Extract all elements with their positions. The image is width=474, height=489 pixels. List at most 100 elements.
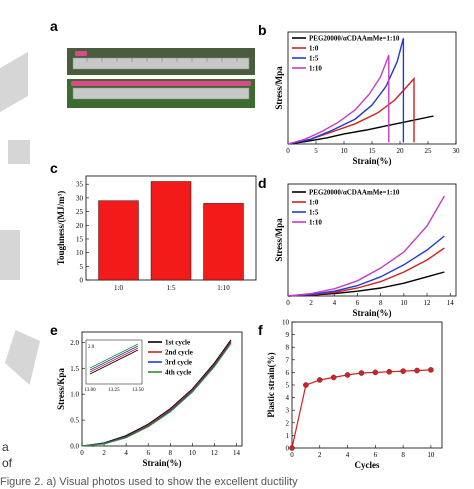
x-tick-label: 6 [146,449,150,457]
inset-line-1 [89,347,139,373]
ruler-bottom [72,87,250,100]
margin-text-2: of [2,456,13,470]
series-line-3 [287,195,446,297]
x-tick-label: 2 [309,299,313,307]
data-point [372,369,379,376]
legend-entry-0: PEG20000/αCDAAmMe=1:10 [309,189,400,197]
figure-caption: Figure 2. a) Visual photos used to show … [0,476,298,488]
data-point [386,368,393,375]
x-tick-label: 1:10 [217,284,230,292]
sample-strip-short [75,51,87,56]
x-axis-label: Strain(%) [143,458,182,468]
x-tick-label: 8 [401,451,405,459]
x-tick-label: 12 [424,299,432,307]
panel-label-d: d [258,175,267,191]
series-line-3 [81,343,232,447]
ruler-photos [67,48,255,108]
y-tick-label: 30 [76,194,84,202]
data-point [344,372,351,378]
legend-entry-3: 1:10 [309,219,322,227]
legend-entry-1: 1:0 [309,199,319,207]
panel-label-a: a [50,18,58,34]
y-tick-label: 9 [286,331,290,339]
bar-1:5 [150,181,192,281]
y-tick-label: 3 [286,407,290,415]
plot-frame [287,183,457,297]
y-tick-label: 5 [80,263,84,271]
margin-text-1: a [2,440,9,454]
scan-artifact-left [0,230,20,280]
chart-f: 0 2 4 6 8 10 0 1 2 3 4 5 6 7 8 9 10 Cycles Plastic strain(… [266,319,443,470]
data-point [400,368,406,374]
y-tick-label: 10 [76,249,84,257]
legend-entry-2: 1:5 [309,209,319,217]
y-tick-label: 1.0 [70,391,79,399]
legend-entry-2: 3rd cycle [165,359,192,367]
chart-c: 0 5 10 15 20 25 30 35 1:0 1:5 1:10 Toughness/(MJ/m³… [56,175,257,292]
series-line-3 [287,55,390,145]
x-tick-label: 0 [80,449,84,457]
ruler-top-ticks [86,58,238,62]
data-point [358,370,365,376]
x-tick-label: 6 [374,451,378,459]
legend-entry-3: 1:10 [309,65,322,73]
data-point [289,445,295,451]
series-line-2 [287,235,445,297]
y-axis-label: Stress/Kpa [56,368,66,410]
y-tick-label: 15 [76,235,84,243]
plot-frame [291,321,443,449]
y-tick-label: 1 [286,432,290,440]
y-tick-label: 1.5 [70,365,79,373]
x-tick-label: 25 [425,147,433,155]
ruler-top [72,57,250,70]
x-tick-label: 8 [379,299,383,307]
x-axis-label: Strain(%) [353,308,392,318]
x-tick-label: 0 [290,451,294,459]
x-tick-label: 10 [427,451,435,459]
y-tick-label: 5 [286,382,290,390]
inset-line-2 [89,345,139,371]
y-tick-label: 10 [282,319,290,327]
panel-label-b: b [258,22,267,38]
x-tick-label: 30 [453,147,461,155]
inset-x-tick-label: 13.50 [132,388,144,393]
chart-e: 0 2 4 6 8 10 12 14 0.0 0.5 1.0 1.5 2.0 Strain(%) Stres… [56,331,243,468]
panel-label-f: f [258,322,263,338]
y-axis-label: Toughness/(MJ/m³) [56,191,66,265]
y-tick-label: 0.5 [70,417,79,425]
x-tick-label: 1:5 [167,284,176,292]
x-tick-label: 14 [233,449,241,457]
x-tick-label: 2 [318,451,322,459]
x-tick-label: 20 [397,147,405,155]
x-tick-label: 1:0 [114,284,123,292]
legend-entry-2: 1:5 [309,55,319,63]
y-tick-label: 2 [286,419,290,427]
y-tick-label: 25 [76,208,84,216]
x-tick-label: 10 [189,449,197,457]
x-axis-label: Cycles [355,460,380,470]
x-tick-label: 0 [286,147,290,155]
x-tick-label: 14 [447,299,455,307]
inset-line-3 [89,343,139,369]
y-axis-label: Plastic strain(%) [266,352,276,417]
x-tick-label: 15 [369,147,377,155]
series-line-0 [287,115,434,145]
series-line-1 [287,76,415,145]
y-tick-label: 6 [286,369,290,377]
x-axis-label: Strain(%) [353,156,392,166]
x-tick-label: 10 [400,299,408,307]
scan-artifact-top [0,51,28,113]
inset-x-tick-label: 13.25 [108,388,120,393]
series-line-1 [287,247,445,297]
inset-x-tick-label: 13.00 [84,388,96,393]
data-point [316,377,323,383]
y-tick-label: 4 [286,394,290,402]
scan-artifact-mid [8,140,30,164]
x-tick-label: 4 [346,451,350,459]
x-tick-label: 5 [314,147,318,155]
legend-entry-3: 4th cycle [165,369,191,377]
y-tick-label: 0 [80,277,84,285]
legend-entry-1: 2nd cycle [165,349,193,357]
x-tick-label: 12 [211,449,219,457]
x-tick-label: 2 [102,449,106,457]
